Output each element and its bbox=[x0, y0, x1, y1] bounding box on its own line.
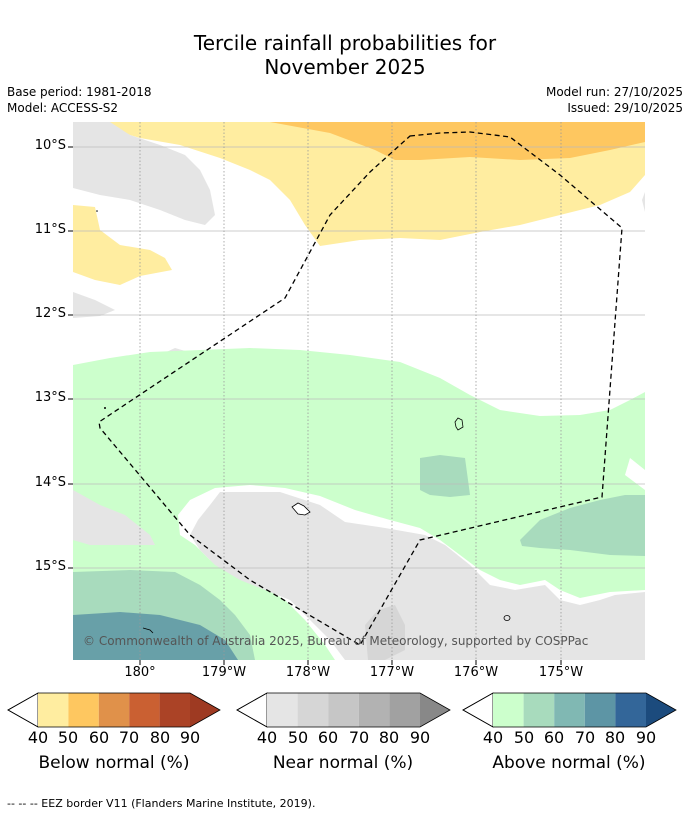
gridlines bbox=[73, 122, 645, 660]
cb-below-tick-40: 40 bbox=[27, 728, 49, 747]
cb-near-label: Near normal (%) bbox=[272, 753, 414, 773]
colorbar-above-normal bbox=[462, 692, 677, 728]
cb-above-tick-60: 60 bbox=[543, 728, 565, 747]
title-line-1: Tercile rainfall probabilities for bbox=[193, 31, 497, 55]
cb-near-swatch-80 bbox=[389, 693, 420, 727]
meta-right: Model run: 27/10/2025 Issued: 29/10/2025 bbox=[546, 84, 683, 116]
island-northwest-dot bbox=[96, 210, 98, 212]
cb-near-tick-70: 70 bbox=[348, 728, 370, 747]
lon-label-177w: 177°W bbox=[369, 665, 415, 680]
model-name: Model: ACCESS-S2 bbox=[7, 101, 119, 115]
above-normal-50-central bbox=[420, 455, 470, 497]
cb-above-tick-70: 70 bbox=[574, 728, 596, 747]
cb-above-tick-40: 40 bbox=[482, 728, 504, 747]
cb-below-swatch-40 bbox=[38, 693, 69, 727]
map-title: Tercile rainfall probabilities for Novem… bbox=[0, 31, 690, 79]
cb-near-swatch-50 bbox=[297, 693, 329, 727]
cb-below-outline bbox=[7, 692, 221, 728]
cb-below-swatch-50 bbox=[68, 693, 99, 727]
map-area bbox=[73, 122, 645, 660]
lon-label-175w: 175°W bbox=[538, 665, 584, 680]
title-line-2: November 2025 bbox=[264, 55, 426, 79]
cb-near-arrow-left bbox=[236, 692, 268, 728]
cb-above-arrow-right bbox=[646, 693, 676, 727]
island-small-south bbox=[503, 615, 511, 621]
cb-below-swatch-70 bbox=[129, 693, 160, 727]
cb-above-swatch-60 bbox=[554, 693, 585, 727]
island-upolu bbox=[291, 502, 311, 516]
lat-label-10s: 10°S bbox=[34, 138, 66, 153]
cb-above-swatch-40 bbox=[493, 693, 524, 727]
eez-border bbox=[98, 131, 623, 646]
island-savaii bbox=[454, 417, 464, 431]
cb-below-tick-50: 50 bbox=[57, 728, 79, 747]
lat-label-13s: 13°S bbox=[34, 390, 66, 405]
near-normal-40-east-edge bbox=[642, 192, 645, 212]
meta-left: Base period: 1981-2018 Model: ACCESS-S2 bbox=[7, 84, 152, 116]
cb-below-arrow-left bbox=[7, 692, 39, 728]
above-normal-50-east bbox=[520, 495, 645, 556]
cb-above-swatch-70 bbox=[584, 693, 616, 727]
below-normal-40-west bbox=[73, 205, 172, 285]
colorbar-below-normal bbox=[7, 692, 221, 728]
cb-above-tick-50: 50 bbox=[513, 728, 535, 747]
cb-near-tick-60: 60 bbox=[317, 728, 339, 747]
copyright-text: © Commonwealth of Australia 2025, Bureau… bbox=[83, 634, 588, 648]
axis-ticks bbox=[68, 146, 562, 665]
near-normal-40-small bbox=[73, 292, 115, 318]
cb-above-arrow-left bbox=[462, 692, 494, 728]
island-southwest bbox=[142, 627, 154, 634]
cb-above-tick-80: 80 bbox=[604, 728, 626, 747]
cb-below-tick-80: 80 bbox=[149, 728, 171, 747]
cb-below-swatch-80 bbox=[159, 693, 190, 727]
cb-above-outline bbox=[462, 692, 677, 728]
cb-above-tick-90: 90 bbox=[635, 728, 657, 747]
cb-below-tick-90: 90 bbox=[179, 728, 201, 747]
eez-footer: -- -- -- EEZ border V11 (Flanders Marine… bbox=[7, 797, 316, 810]
cb-below-label: Below normal (%) bbox=[38, 753, 190, 773]
below-normal-50-region bbox=[270, 122, 645, 160]
cb-near-arrow-right bbox=[420, 693, 450, 727]
cb-below-swatch-60 bbox=[98, 693, 130, 727]
cb-near-tick-90: 90 bbox=[409, 728, 431, 747]
above-normal-60-southwest bbox=[73, 612, 238, 660]
lat-label-15s: 15°S bbox=[34, 559, 66, 574]
near-normal-40-south bbox=[190, 492, 645, 660]
lat-label-14s: 14°S bbox=[34, 475, 66, 490]
cb-near-swatch-40 bbox=[267, 693, 298, 727]
lat-label-12s: 12°S bbox=[34, 306, 66, 321]
cb-below-tick-70: 70 bbox=[118, 728, 140, 747]
cb-near-outline bbox=[236, 692, 451, 728]
model-run: Model run: 27/10/2025 bbox=[545, 85, 683, 99]
cb-above-label: Above normal (%) bbox=[492, 753, 646, 773]
cb-near-swatch-60 bbox=[328, 693, 359, 727]
lon-label-178w: 178°W bbox=[285, 665, 331, 680]
near-normal-40-northwest bbox=[73, 122, 215, 225]
cb-near-tick-50: 50 bbox=[287, 728, 309, 747]
cb-near-swatch-70 bbox=[358, 693, 390, 727]
cb-below-tick-60: 60 bbox=[88, 728, 110, 747]
lon-label-180: 180° bbox=[124, 665, 156, 680]
cb-above-swatch-50 bbox=[523, 693, 555, 727]
cb-near-tick-40: 40 bbox=[256, 728, 278, 747]
lon-label-179w: 179°W bbox=[201, 665, 247, 680]
base-period: Base period: 1981-2018 bbox=[7, 85, 152, 99]
cb-near-tick-80: 80 bbox=[378, 728, 400, 747]
lon-label-176w: 176°W bbox=[453, 665, 499, 680]
issued-date: Issued: 29/10/2025 bbox=[567, 101, 683, 115]
cb-above-swatch-80 bbox=[615, 693, 646, 727]
colorbar-near-normal bbox=[236, 692, 451, 728]
near-normal-40-west-south bbox=[73, 490, 155, 545]
cb-below-arrow-right bbox=[190, 693, 220, 727]
island-west-dot bbox=[104, 407, 106, 409]
lat-label-11s: 11°S bbox=[34, 222, 66, 237]
above-normal-40-region bbox=[73, 348, 645, 660]
